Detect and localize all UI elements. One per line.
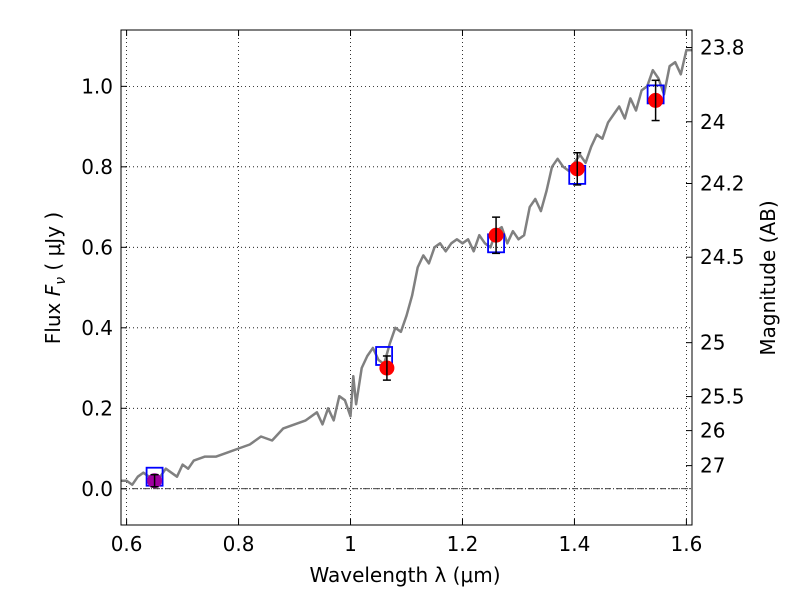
plot-frame bbox=[120, 29, 693, 526]
right-tick-label: 24 bbox=[700, 110, 725, 134]
x-tick-label: 1.4 bbox=[559, 532, 591, 556]
x-tick-label: 1.2 bbox=[447, 532, 479, 556]
y-axis-label-suffix: ( μJy ) bbox=[41, 212, 65, 277]
right-tick-label: 23.8 bbox=[700, 36, 745, 60]
y-axis-label: Flux Fν ( μJy ) bbox=[41, 212, 69, 344]
plot-area: 0.6 0.8 1 1.2 1.4 1.6 0.0 0.2 0.4 0.6 0.8 1.0 23.8 24… bbox=[81, 29, 745, 556]
x-axis-label: Wavelength λ (μm) bbox=[309, 563, 500, 587]
y-axis-label-subscript: ν bbox=[53, 277, 69, 285]
y-tick-label: 0.0 bbox=[81, 477, 113, 501]
right-tick-label: 25.5 bbox=[700, 385, 745, 409]
right-tick-label: 27 bbox=[700, 454, 725, 478]
x-tick-label: 1.6 bbox=[670, 532, 702, 556]
y-axis-label-symbol: F bbox=[41, 284, 65, 296]
y-tick-label: 0.6 bbox=[81, 235, 113, 259]
y-tick-label: 0.8 bbox=[81, 155, 113, 179]
y-tick-label: 0.2 bbox=[81, 396, 113, 420]
right-tick-label: 26 bbox=[700, 419, 725, 443]
right-axis-label: Magnitude (AB) bbox=[756, 200, 780, 355]
y-tick-label: 0.4 bbox=[81, 316, 113, 340]
right-tick-label: 25 bbox=[700, 331, 725, 355]
x-tick-label: 0.8 bbox=[223, 532, 255, 556]
x-tick-label: 1 bbox=[344, 532, 357, 556]
right-tick-label: 24.5 bbox=[700, 245, 745, 269]
x-tick-label: 0.6 bbox=[111, 532, 143, 556]
right-tick-label: 24.2 bbox=[700, 171, 745, 195]
y-axis-label-prefix: Flux bbox=[41, 296, 65, 344]
model-spectrum-line bbox=[121, 48, 692, 487]
y-tick-label: 1.0 bbox=[81, 74, 113, 98]
